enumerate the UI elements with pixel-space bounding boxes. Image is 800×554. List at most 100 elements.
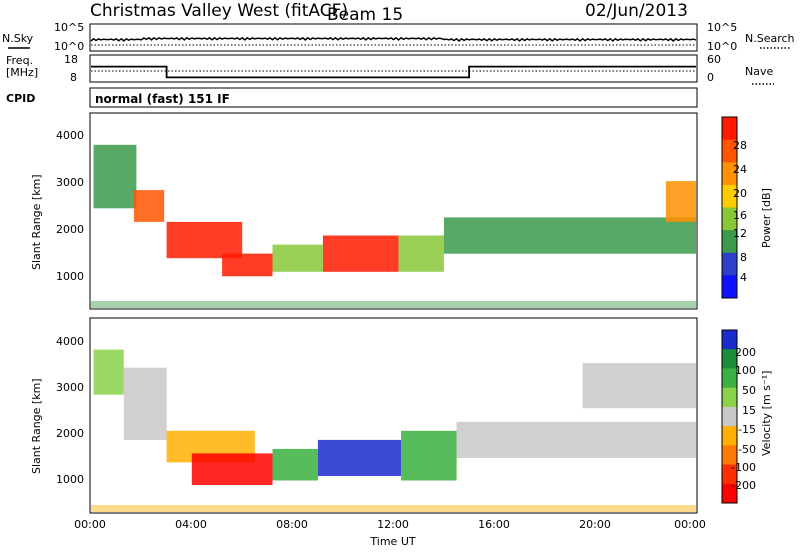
velocity-cbar-frame xyxy=(721,329,738,504)
power-cbar-swatch-2 xyxy=(722,162,737,186)
power-colorbar-ticks: 28 24 20 16 12 8 4 xyxy=(733,139,747,284)
date-title: 02/Jun/2013 xyxy=(585,1,688,21)
velocity-cbar-swatch-6 xyxy=(722,445,737,465)
power-cell-ground-band xyxy=(91,301,696,308)
velocity-panel-frame xyxy=(89,317,698,514)
power-cell-8 xyxy=(665,181,697,222)
power-cbar-tick-16: 16 xyxy=(733,209,747,222)
beam-title: Beam 15 xyxy=(327,5,403,25)
velocity-cell-8 xyxy=(582,363,696,409)
power-heatmap xyxy=(91,144,697,308)
velocity-ylabel: Slant Range [km] xyxy=(30,378,43,474)
velocity-cbar-swatch-3 xyxy=(722,387,737,408)
power-cell-4 xyxy=(272,244,323,272)
cpid-text: normal (fast) 151 IF xyxy=(95,92,230,106)
velocity-cell-0 xyxy=(93,349,124,395)
x-axis-ticks: 00:00 04:00 08:00 12:00 16:00 20:00 00:0… xyxy=(74,518,706,531)
freq-label-line2: [MHz] xyxy=(6,66,38,79)
velocity-cbar-tick-m50: -50 xyxy=(738,443,756,456)
xtick-12: 12:00 xyxy=(377,518,409,531)
velocity-cell-6 xyxy=(401,430,457,481)
station-title: Christmas Valley West (fitACF) xyxy=(90,1,348,21)
velocity-colorbar-label: Velocity [m s⁻¹] xyxy=(760,371,773,456)
power-ytick-2000: 2000 xyxy=(56,223,84,236)
power-cbar-swatch-3 xyxy=(722,184,737,208)
velocity-cbar-tick-50: 50 xyxy=(742,384,756,397)
nave-tick-top: 60 xyxy=(707,53,721,66)
power-cbar-swatch-5 xyxy=(722,230,737,254)
power-ytick-4000: 4000 xyxy=(56,129,84,142)
power-cbar-tick-8: 8 xyxy=(740,251,747,264)
nave-tick-bottom: 0 xyxy=(707,71,714,84)
nave-label: Nave xyxy=(745,65,773,78)
frequency-trace xyxy=(91,65,696,79)
power-colorbar-label: Power [dB] xyxy=(760,188,773,248)
freq-tick-bottom: 8 xyxy=(70,71,77,84)
velocity-ytick-3000: 3000 xyxy=(56,381,84,394)
velocity-cell-7 xyxy=(456,421,696,458)
velocity-cbar-swatch-5 xyxy=(722,426,737,446)
velocity-colorbar xyxy=(721,329,738,504)
power-cbar-swatch-7 xyxy=(722,275,737,299)
xtick-8: 08:00 xyxy=(276,518,308,531)
velocity-ytick-1000: 1000 xyxy=(56,473,84,486)
velocity-cbar-tick-200: 200 xyxy=(735,346,756,359)
velocity-colorbar-ticks: 200 100 50 15 -15 -50 -100 -200 xyxy=(731,346,756,492)
velocity-cbar-swatch-8 xyxy=(722,483,737,504)
noise-left-tick-top: 10^5 xyxy=(54,21,84,34)
power-ytick-1000: 1000 xyxy=(56,270,84,283)
power-cell-5 xyxy=(322,235,399,272)
velocity-heatmap xyxy=(91,349,696,512)
power-cbar-tick-28: 28 xyxy=(733,139,747,152)
velocity-cell-1 xyxy=(123,367,167,440)
velocity-cell-4 xyxy=(272,448,318,481)
power-cbar-tick-24: 24 xyxy=(733,163,747,176)
noise-right-label: N.Search xyxy=(745,32,795,45)
cpid-panel xyxy=(89,87,698,108)
power-ylabel: Slant Range [km] xyxy=(30,174,43,270)
velocity-cbar-tick-100: 100 xyxy=(735,364,756,377)
xtick-24: 00:00 xyxy=(674,518,706,531)
noise-left-tick-bottom: 10^0 xyxy=(54,40,84,53)
power-yaxis: 4000 3000 2000 1000 xyxy=(56,129,84,283)
velocity-ytick-2000: 2000 xyxy=(56,427,84,440)
power-cell-6 xyxy=(398,235,444,272)
noise-panel xyxy=(89,23,698,52)
power-cell-7 xyxy=(443,217,696,254)
power-cell-0 xyxy=(93,144,137,209)
freq-tick-top: 18 xyxy=(64,53,78,66)
xtick-20: 20:00 xyxy=(579,518,611,531)
power-ytick-3000: 3000 xyxy=(56,176,84,189)
velocity-cbar-tick-m15: -15 xyxy=(738,423,756,436)
velocity-cbar-swatch-4 xyxy=(722,406,737,427)
velocity-cbar-swatch-2 xyxy=(722,368,737,389)
velocity-ytick-4000: 4000 xyxy=(56,335,84,348)
power-cbar-swatch-4 xyxy=(722,207,737,231)
power-cbar-tick-20: 20 xyxy=(733,187,747,200)
freq-label-line1: Freq. xyxy=(6,54,33,67)
velocity-cell-ground-band xyxy=(91,505,696,512)
noise-left-label: N.Sky xyxy=(2,32,34,45)
noise-sky-trace xyxy=(90,36,697,42)
velocity-cbar-swatch-7 xyxy=(722,464,737,485)
cpid-label: CPID xyxy=(6,92,35,105)
power-cbar-tick-4: 4 xyxy=(740,271,747,284)
power-colorbar xyxy=(721,116,738,299)
velocity-cbar-swatch-1 xyxy=(722,349,737,369)
power-panel-frame xyxy=(89,112,698,310)
power-cbar-swatch-1 xyxy=(722,139,737,163)
power-cbar-frame xyxy=(721,116,738,299)
power-cell-2 xyxy=(166,221,243,259)
power-cell-3 xyxy=(222,253,273,277)
xtick-0: 00:00 xyxy=(74,518,106,531)
xtick-16: 16:00 xyxy=(478,518,510,531)
xtick-4: 04:00 xyxy=(175,518,207,531)
velocity-cell-3 xyxy=(191,453,273,485)
velocity-yaxis: 4000 3000 2000 1000 xyxy=(56,335,84,486)
power-cell-1 xyxy=(133,190,165,222)
freq-panel xyxy=(89,54,698,83)
velocity-cbar-tick-m100: -100 xyxy=(731,461,756,474)
x-axis-label: Time UT xyxy=(369,535,415,548)
velocity-cbar-tick-15: 15 xyxy=(742,404,756,417)
